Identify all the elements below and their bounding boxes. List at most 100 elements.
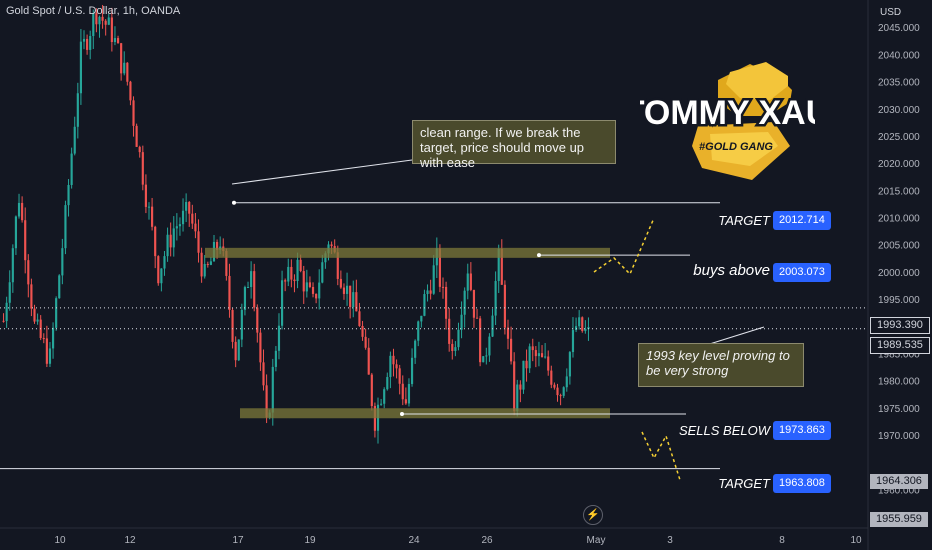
candle-body — [188, 202, 191, 214]
candle-body — [451, 343, 454, 351]
candle-body — [305, 282, 308, 292]
target-lower-label: TARGET — [718, 476, 770, 491]
candle-body — [58, 275, 61, 299]
candle-body — [197, 231, 200, 253]
candle-body — [392, 355, 395, 365]
candle-body — [373, 406, 376, 431]
candle-body — [14, 216, 18, 249]
buys-above-badge[interactable]: 2003.073 — [773, 263, 831, 282]
sells-below-badge[interactable]: 1973.863 — [773, 421, 831, 440]
candle-body — [587, 327, 590, 330]
candle-body — [73, 126, 76, 154]
candle-body — [147, 206, 151, 208]
target-lower-badge[interactable]: 1963.808 — [773, 474, 831, 493]
candle-body — [479, 318, 482, 363]
candle-body — [472, 289, 476, 318]
candle-body — [506, 327, 510, 339]
candle-body — [547, 356, 550, 371]
candle-body — [132, 100, 135, 126]
x-tick-label: 17 — [232, 535, 244, 546]
candle-body — [234, 341, 237, 361]
target-upper-badge[interactable]: 2012.714 — [773, 211, 831, 230]
candle-body — [157, 256, 160, 284]
candle-body — [274, 350, 277, 367]
candle-body — [172, 228, 175, 248]
candle-body — [355, 292, 358, 312]
candle-body — [61, 248, 64, 276]
candle-body — [389, 355, 392, 378]
candle-body — [265, 385, 268, 418]
candle-body — [160, 268, 163, 284]
candle-body — [482, 356, 485, 363]
candle-body — [271, 366, 274, 413]
y-tick-label: 2015.000 — [878, 186, 920, 197]
candle-body — [45, 338, 48, 364]
x-tick-label: 19 — [304, 535, 316, 546]
annotation-clean-range[interactable]: clean range. If we break the target, pri… — [412, 120, 616, 170]
currency-label: USD — [880, 7, 901, 18]
candle-body — [225, 251, 228, 276]
candle-body — [367, 347, 370, 375]
y-tick-label: 2030.000 — [878, 105, 920, 116]
candle-body — [463, 290, 466, 315]
candle-body — [571, 330, 575, 353]
candle-body — [89, 36, 92, 50]
candle-body — [113, 38, 117, 43]
candle-body — [92, 13, 95, 37]
candle-body — [438, 248, 441, 287]
candle-body — [240, 309, 243, 340]
candle-body — [200, 252, 203, 277]
candle-body — [500, 248, 503, 285]
candle-body — [429, 290, 432, 294]
annotation-key-level[interactable]: 1993 key level proving to be very strong — [638, 343, 804, 387]
candle-body — [414, 340, 417, 358]
candle-body — [441, 286, 445, 288]
candle-body — [82, 38, 86, 42]
candle-body — [67, 184, 70, 206]
x-tick-label: 26 — [481, 535, 493, 546]
candle-body — [166, 234, 169, 257]
candle-body — [287, 266, 290, 282]
candle-body — [448, 318, 451, 344]
y-tick-label: 2010.000 — [878, 214, 920, 225]
candle-body — [460, 314, 463, 330]
sells-below-label: SELLS BELOW — [678, 423, 770, 438]
candle-body — [104, 20, 107, 25]
candle-body — [544, 356, 547, 358]
y-tick-label: 2000.000 — [878, 268, 920, 279]
candle-body — [559, 395, 562, 397]
y-tick-label: 2005.000 — [878, 241, 920, 252]
candle-body — [315, 293, 318, 299]
candle-body — [36, 319, 39, 322]
candle-body — [565, 376, 568, 388]
candle-body — [556, 387, 559, 396]
candle-body — [76, 93, 79, 127]
lightning-icon[interactable]: ⚡ — [583, 505, 603, 525]
target-upper-anchor — [232, 200, 236, 205]
candle-body — [30, 284, 33, 309]
bullish-projection — [593, 217, 655, 276]
candle-body — [361, 325, 364, 337]
candle-body — [349, 285, 352, 308]
x-tick-label: 12 — [124, 535, 136, 546]
candle-body — [553, 384, 556, 388]
candle-body — [578, 317, 581, 327]
candle-body — [345, 285, 349, 294]
axis-badge-current: 1993.390 — [870, 317, 930, 334]
candle-body — [181, 210, 185, 225]
y-tick-label: 2025.000 — [878, 132, 920, 143]
candle-body — [321, 262, 324, 283]
candle-body — [581, 317, 584, 332]
candle-body — [231, 310, 234, 342]
y-tick-label: 2045.000 — [878, 23, 920, 34]
candle-body — [503, 284, 506, 328]
candle-body — [423, 294, 426, 316]
y-tick-label: 2035.000 — [878, 78, 920, 89]
candle-body — [522, 360, 525, 390]
candle-body — [550, 370, 553, 385]
axis-badge-last: 1989.535 — [870, 337, 930, 354]
candle-body — [330, 244, 333, 247]
candle-body — [284, 280, 287, 282]
candle-body — [154, 226, 157, 257]
